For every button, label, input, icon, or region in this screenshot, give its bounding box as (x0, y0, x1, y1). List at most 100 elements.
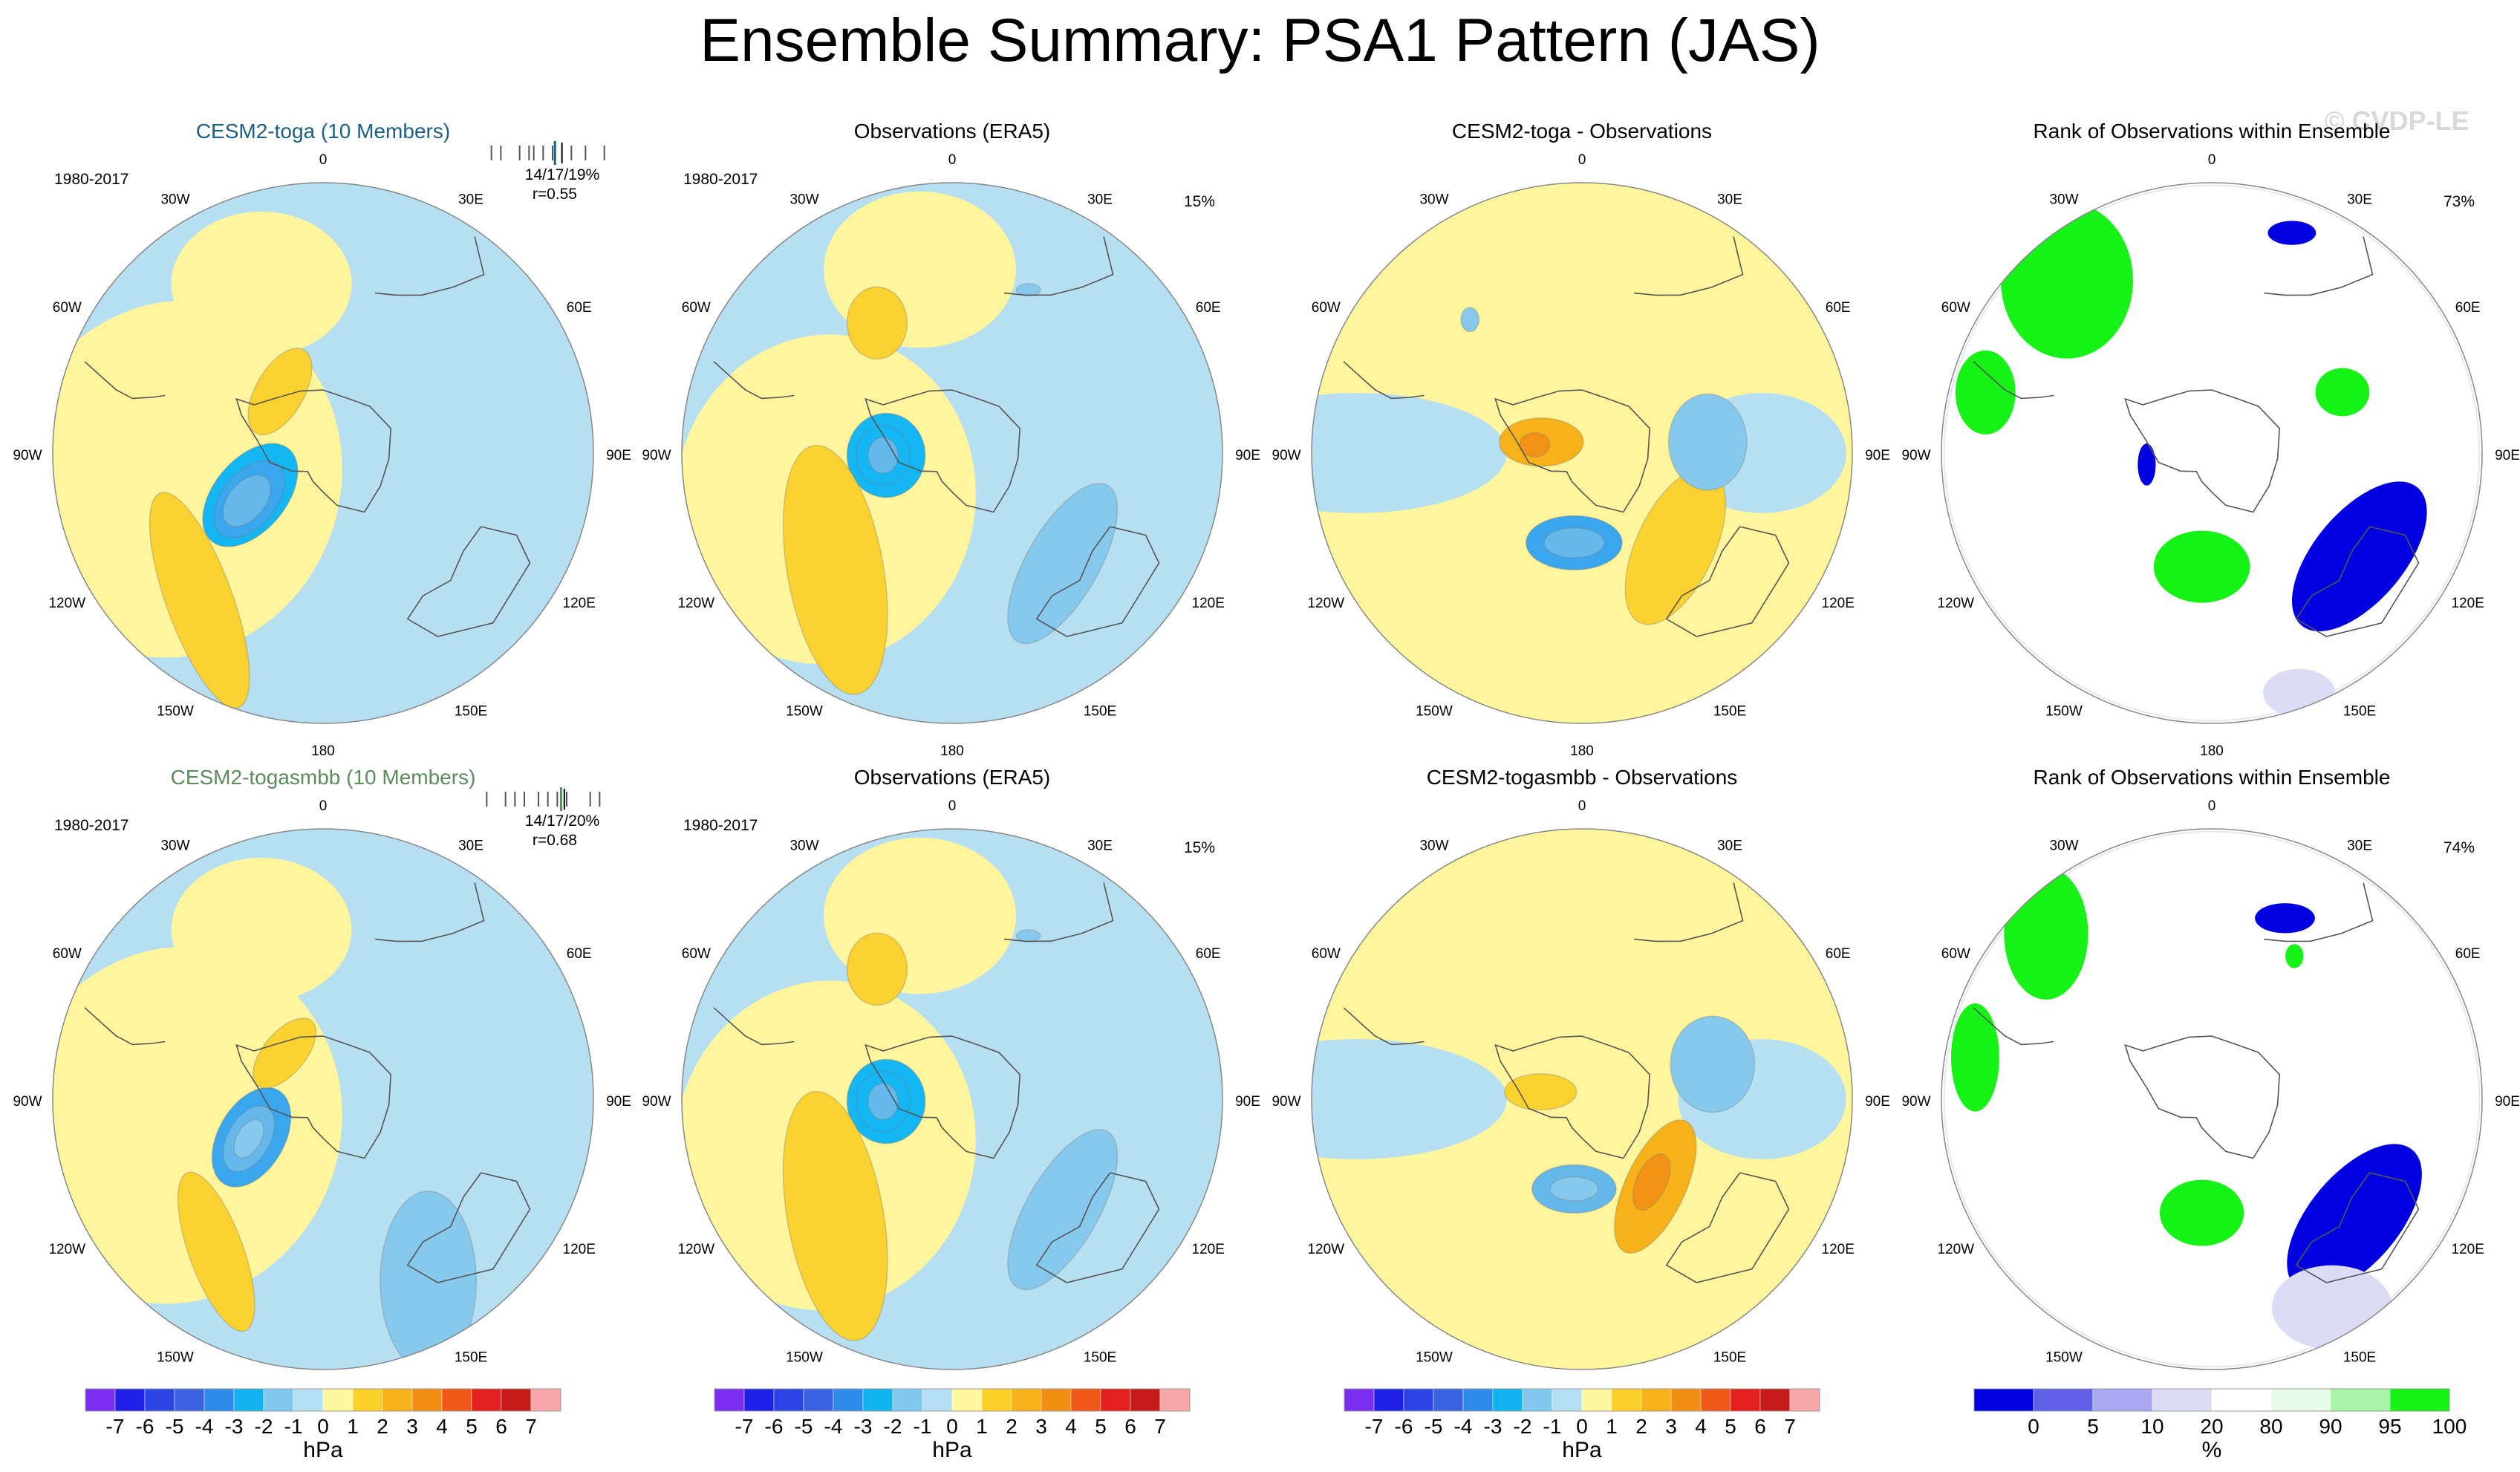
map-frame (681, 828, 1223, 1370)
lon-label: 0 (319, 152, 328, 168)
lon-label: 30W (789, 838, 818, 853)
map-frame (1311, 828, 1853, 1370)
lon-label: 90E (1235, 1094, 1260, 1110)
colorbar-swatch (981, 1388, 1012, 1412)
broad-anomaly-region (1312, 393, 1507, 513)
anomaly-neg-2 (867, 437, 899, 475)
anomaly-rank_low2-6 (2271, 1265, 2392, 1349)
lon-label: 150E (2343, 704, 2376, 720)
colorbar-tick: -5 (1425, 1415, 1443, 1438)
colorbar-tick: 7 (1784, 1415, 1796, 1438)
coastline (2295, 1172, 2420, 1283)
panel-title: CESM2-toga (10 Members) (196, 120, 450, 143)
lon-label: 60E (1196, 300, 1221, 316)
colorbar-swatch (1041, 1388, 1072, 1412)
lon-label: 120E (1192, 596, 1225, 611)
anomaly-pos-4 (846, 286, 908, 360)
lon-label: 180 (1570, 743, 1594, 759)
lon-label: 150E (2343, 1350, 2376, 1366)
colorbar-tick: -4 (1454, 1415, 1473, 1438)
map-background (1312, 183, 1852, 723)
colorbar-tick: 4 (1065, 1415, 1077, 1438)
anomaly-pos-4 (846, 932, 908, 1006)
map-fill (1941, 183, 2482, 723)
lon-label: 0 (2208, 798, 2216, 814)
coastline (235, 1035, 392, 1159)
panel-title: Rank of Observations within Ensemble (2034, 120, 2391, 143)
coastline (1633, 236, 1744, 296)
lon-label: 150E (1084, 1350, 1116, 1366)
colorbar-swatch (441, 1388, 472, 1412)
colorbar-tick: 4 (1695, 1415, 1707, 1438)
colorbar-swatch (1011, 1388, 1042, 1412)
lon-label: 0 (319, 798, 328, 814)
colorbar-swatch (1433, 1388, 1464, 1412)
map-frame (1941, 828, 2483, 1370)
coastline (84, 1007, 166, 1046)
lon-label: 90W (13, 1094, 42, 1110)
colorbar-tick: -1 (1543, 1415, 1562, 1438)
anomaly-rank_low-4 (2292, 481, 2427, 631)
colorbar-swatch (1552, 1388, 1583, 1412)
colorbar-tick: 6 (1754, 1415, 1766, 1438)
colorbar-frame (714, 1388, 1191, 1412)
colorbar-swatch (833, 1388, 864, 1412)
anomaly-pos-3 (782, 1090, 888, 1341)
map-panel-row2-diff: 030E60E90E120E150E180150W120W90W60W30WCE… (1272, 766, 1889, 1405)
anomaly-neg-6 (1015, 283, 1041, 296)
colorbar-tick: -6 (765, 1415, 784, 1438)
anomaly-neg-2 (233, 1118, 264, 1159)
colorbar-tick: -5 (795, 1415, 813, 1438)
anomaly-neg-6 (1460, 307, 1480, 333)
lon-label: 150W (157, 1350, 194, 1366)
broad-anomaly-region (171, 857, 352, 1003)
colorbar-tick: 0 (946, 1415, 958, 1438)
colorbar-tick: 1 (1606, 1415, 1618, 1438)
lon-label: 90E (1865, 448, 1890, 463)
colorbar-swatch (803, 1388, 834, 1412)
lon-label: 30E (458, 192, 484, 207)
lon-label: 60W (1941, 300, 1970, 316)
lon-label: 120E (1822, 1242, 1855, 1257)
lon-label: 90W (1272, 1094, 1300, 1110)
stat-label: 14/17/19% (525, 166, 599, 183)
map-fill (1941, 829, 2482, 1370)
colorbar-swatch (1759, 1388, 1791, 1412)
colorbar-swatch (1130, 1388, 1161, 1412)
coastline (1973, 361, 2054, 400)
colorbar-swatch (2033, 1388, 2094, 1412)
panel-title: Observations (ERA5) (854, 766, 1051, 789)
lon-label: 150E (455, 704, 487, 720)
colorbar-swatch (743, 1388, 775, 1412)
colorbar-swatch (1700, 1388, 1731, 1412)
colorbar-tick: 5 (1095, 1415, 1107, 1438)
colorbar-tick: 5 (1725, 1415, 1736, 1438)
map-fill (53, 183, 593, 723)
anomaly-pos-3 (149, 492, 250, 709)
lon-label: 150W (2045, 704, 2083, 720)
colorbar-tick: 1 (976, 1415, 988, 1438)
lon-label: 30W (2049, 838, 2078, 853)
lon-label: 180 (940, 743, 964, 759)
anomaly-rank_high-2 (2160, 1179, 2244, 1246)
colorbar-swatch (1070, 1388, 1101, 1412)
map-panel-row2-model: 030E60E90E120E150E180150W120W90W60W30WCE… (13, 766, 631, 1405)
colorbar-tick: 2 (1006, 1415, 1018, 1438)
lon-label: 150W (1416, 704, 1453, 720)
stat-label: 74% (2444, 839, 2475, 856)
coastline (713, 1007, 795, 1046)
colorbar-tick: -4 (824, 1415, 843, 1438)
lon-label: 60E (1826, 300, 1851, 316)
colorbar-swatch (1373, 1388, 1404, 1412)
colorbar-units: hPa (303, 1438, 343, 1462)
lon-label: 90W (642, 1094, 671, 1110)
colorbar-swatch (1641, 1388, 1672, 1412)
coastline (235, 389, 392, 513)
lon-label: 120E (563, 1242, 596, 1257)
colorbar-tick: -1 (284, 1415, 303, 1438)
lon-label: 30W (2049, 192, 2078, 207)
anomaly-pos-3 (177, 1171, 255, 1332)
lon-label: 180 (2200, 743, 2224, 759)
coastline (1665, 1172, 1790, 1283)
